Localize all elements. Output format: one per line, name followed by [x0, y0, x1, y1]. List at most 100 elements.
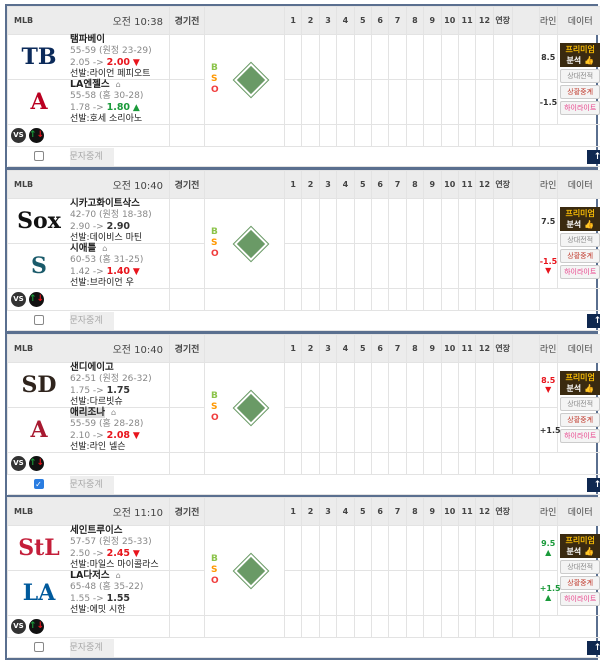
sms-relay-button[interactable]: 문자중계 [70, 312, 114, 330]
head-to-head-button[interactable]: 상대전적 [560, 397, 600, 411]
head-to-head-button[interactable]: 상대전적 [560, 233, 600, 247]
inning-score [424, 35, 441, 80]
team-record: 55-59 (홈 28-28) [70, 419, 143, 430]
inning-header: 8 [406, 335, 423, 363]
sms-relay-button[interactable]: 문자중계 [70, 639, 114, 657]
data-header: 데이터 [557, 171, 600, 199]
inning-header: 12 [476, 498, 493, 526]
highlight-button[interactable]: 하이라이트 [560, 101, 600, 115]
scroll-top-icon[interactable]: ↑ [587, 478, 600, 492]
scroll-top-icon[interactable]: ↑ [587, 641, 600, 655]
line-header: 라인 [539, 335, 557, 363]
live-button[interactable]: 상황중계 [560, 249, 600, 263]
head-to-head-button[interactable]: 상대전적 [560, 560, 600, 574]
team-logo: S [8, 253, 70, 279]
inning-score [512, 244, 539, 289]
inning-score [458, 244, 475, 289]
team-name[interactable]: 애리조나 [70, 407, 105, 418]
inning-header: 9 [424, 498, 441, 526]
team-name[interactable]: 샌디에이고 [70, 362, 114, 373]
inning-header: 4 [337, 335, 354, 363]
select-checkbox[interactable] [34, 315, 44, 325]
starting-pitcher: 선발:호세 소리아노 [70, 114, 143, 125]
inning-score [424, 526, 441, 571]
team-name[interactable]: LA다저스 [70, 570, 110, 581]
inning-score [354, 35, 371, 80]
vs-icon[interactable]: VS [11, 292, 26, 307]
scroll-top-icon[interactable]: ↑ [587, 150, 600, 164]
team-name[interactable]: 탬파베이 [70, 34, 105, 45]
inning-header: 1 [285, 7, 302, 35]
inning-score [476, 571, 493, 616]
inning-score [424, 408, 441, 453]
inning-score [406, 363, 423, 408]
odds-down-icon: ▼ [130, 431, 140, 441]
odds-change-icon[interactable]: ↑↓ [29, 292, 44, 307]
inning-header: 9 [424, 171, 441, 199]
starting-pitcher: 선발:에밋 시한 [70, 605, 143, 616]
vs-icon[interactable]: VS [11, 128, 26, 143]
team-logo: A [8, 89, 70, 115]
inning-score [302, 363, 319, 408]
odds-change-icon[interactable]: ↑↓ [29, 619, 44, 634]
inning-score [458, 363, 475, 408]
inning-header: 3 [319, 498, 336, 526]
inning-header: 연장 [493, 171, 512, 199]
odds: 2.05 -> 2.00 ▼ [70, 57, 152, 69]
inning-score [493, 199, 512, 244]
odds-change-icon[interactable]: ↑↓ [29, 456, 44, 471]
odds-change-icon[interactable]: ↑↓ [29, 128, 44, 143]
select-checkbox[interactable]: ✓ [34, 479, 44, 489]
live-button[interactable]: 상황중계 [560, 85, 600, 99]
inning-score [493, 244, 512, 289]
inning-header: 7 [389, 335, 406, 363]
live-button[interactable]: 상황중계 [560, 576, 600, 590]
team-name[interactable]: 세인트루이스 [70, 525, 122, 536]
sms-relay-button[interactable]: 문자중계 [70, 476, 114, 494]
odds-down-icon: ▼ [130, 58, 140, 68]
inning-header: 12 [476, 335, 493, 363]
select-checkbox[interactable] [34, 151, 44, 161]
inning-header: 8 [406, 7, 423, 35]
scroll-top-icon[interactable]: ↑ [587, 314, 600, 328]
team-logo: A [8, 417, 70, 443]
inning-score [458, 80, 475, 125]
inning-header: 12 [476, 7, 493, 35]
inning-score [389, 80, 406, 125]
highlight-button[interactable]: 하이라이트 [560, 429, 600, 443]
inning-score [512, 571, 539, 616]
inning-header: 2 [302, 171, 319, 199]
home-icon: ⌂ [111, 408, 116, 417]
team-name[interactable]: 시카고화이트삭스 [70, 198, 140, 209]
highlight-button[interactable]: 하이라이트 [560, 265, 600, 279]
inning-score [371, 526, 388, 571]
inning-score [476, 244, 493, 289]
inning-header: 8 [406, 498, 423, 526]
sms-relay-button[interactable]: 문자중계 [70, 148, 114, 166]
inning-header: 4 [337, 498, 354, 526]
vs-icon[interactable]: VS [11, 456, 26, 471]
inning-score [389, 244, 406, 289]
highlight-button[interactable]: 하이라이트 [560, 592, 600, 606]
team-name[interactable]: LA엔젤스 [70, 79, 110, 90]
team-record: 60-53 (홈 31-25) [70, 255, 143, 266]
vs-icon[interactable]: VS [11, 619, 26, 634]
inning-header: 10 [441, 7, 458, 35]
team-name[interactable]: 시애틀 [70, 243, 96, 254]
home-icon: ⌂ [116, 571, 121, 580]
head-to-head-button[interactable]: 상대전적 [560, 69, 600, 83]
inning-score [406, 408, 423, 453]
inning-score [493, 408, 512, 453]
live-button[interactable]: 상황중계 [560, 413, 600, 427]
inning-score [424, 363, 441, 408]
inning-score [319, 35, 336, 80]
inning-score [319, 80, 336, 125]
